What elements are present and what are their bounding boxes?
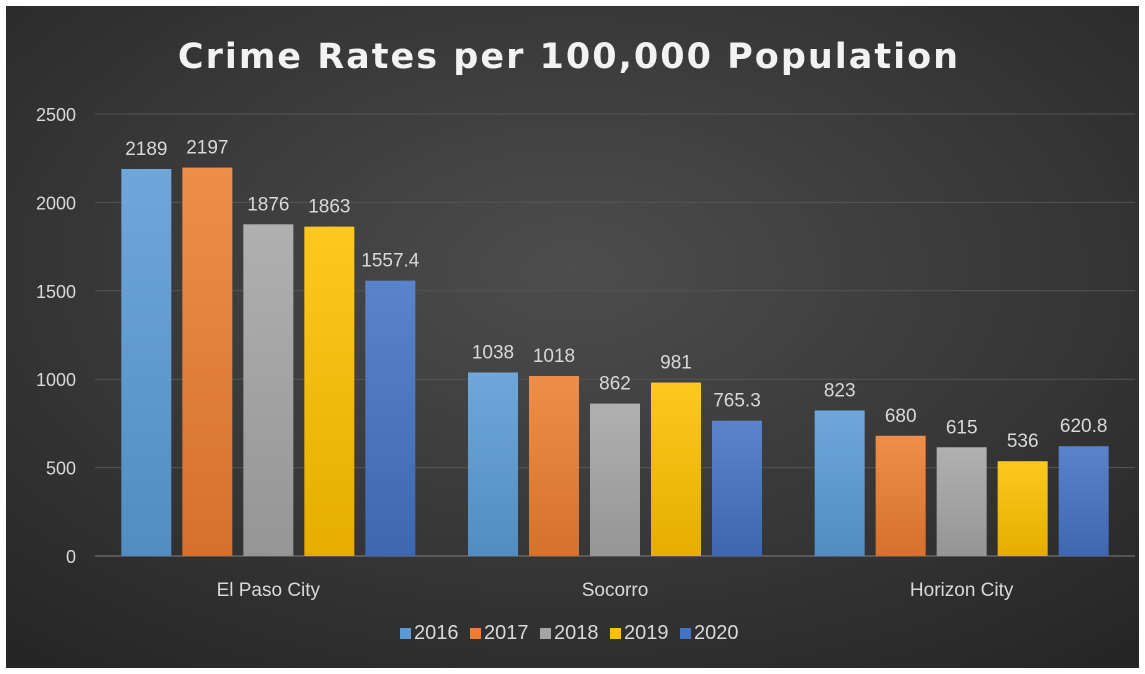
data-label: 1863 [308, 197, 350, 218]
y-tick-label: 0 [66, 547, 76, 567]
legend-label: 2016 [414, 622, 459, 644]
bar-2020-el-paso-city [365, 280, 416, 556]
bar-2018-el-paso-city [243, 224, 294, 557]
data-label: 862 [599, 374, 631, 395]
data-label: 1018 [533, 346, 575, 367]
category-label: Horizon City [910, 580, 1014, 601]
legend-swatch-2019 [610, 628, 621, 639]
y-tick-label: 1500 [36, 282, 76, 302]
bar-2017-socorro [529, 376, 579, 556]
legend: 2016 2017 2018 2019 2020 [400, 622, 739, 644]
chart-background [6, 6, 1139, 668]
bar-2016-el-paso-city [121, 168, 172, 556]
data-label: 981 [660, 353, 692, 374]
bar-2020-socorro [712, 420, 762, 556]
chart-title: Crime Rates per 100,000 Population [178, 37, 960, 77]
y-axis-ticks: 0 500 1000 1500 2000 2500 [36, 105, 76, 567]
data-labels: 2189 2197 1876 1863 1557.4 1038 1018 862 981 765.… [125, 138, 1107, 453]
bar-2016-horizon-city [814, 410, 865, 556]
y-tick-label: 500 [46, 459, 76, 479]
bar-2017-el-paso-city [182, 167, 233, 556]
y-tick-label: 2000 [36, 193, 76, 213]
bar-2018-socorro [590, 403, 640, 556]
x-axis-categories: El Paso City Socorro Horizon City [217, 580, 1014, 601]
bar-2018-horizon-city [936, 447, 987, 556]
legend-swatch-2018 [540, 628, 551, 639]
data-label: 536 [1007, 431, 1039, 452]
data-label: 1557.4 [361, 251, 420, 272]
y-tick-label: 2500 [36, 105, 76, 125]
data-label: 2189 [125, 139, 167, 160]
data-label: 1038 [472, 342, 514, 363]
y-tick-label: 1000 [36, 370, 76, 390]
legend-label: 2017 [484, 622, 529, 644]
data-label: 823 [824, 380, 856, 401]
bar-2019-horizon-city [997, 461, 1048, 556]
legend-swatch-2020 [680, 628, 691, 639]
data-label: 2197 [186, 138, 228, 159]
bar-2020-horizon-city [1058, 446, 1109, 556]
data-label: 615 [946, 417, 978, 438]
data-label: 620.8 [1060, 416, 1108, 437]
legend-label: 2019 [624, 622, 669, 644]
legend-swatch-2016 [400, 628, 411, 639]
data-label: 680 [885, 406, 917, 427]
category-label: El Paso City [217, 580, 321, 601]
bar-2016-socorro [468, 372, 518, 556]
legend-swatch-2017 [470, 628, 481, 639]
legend-label: 2020 [694, 622, 739, 644]
bar-2017-horizon-city [875, 435, 926, 556]
bars [121, 167, 1109, 557]
legend-label: 2018 [554, 622, 599, 644]
bar-2019-el-paso-city [304, 226, 355, 557]
bar-2019-socorro [651, 382, 701, 556]
data-label: 1876 [247, 194, 289, 215]
category-label: Socorro [582, 580, 649, 601]
data-label: 765.3 [713, 391, 761, 412]
